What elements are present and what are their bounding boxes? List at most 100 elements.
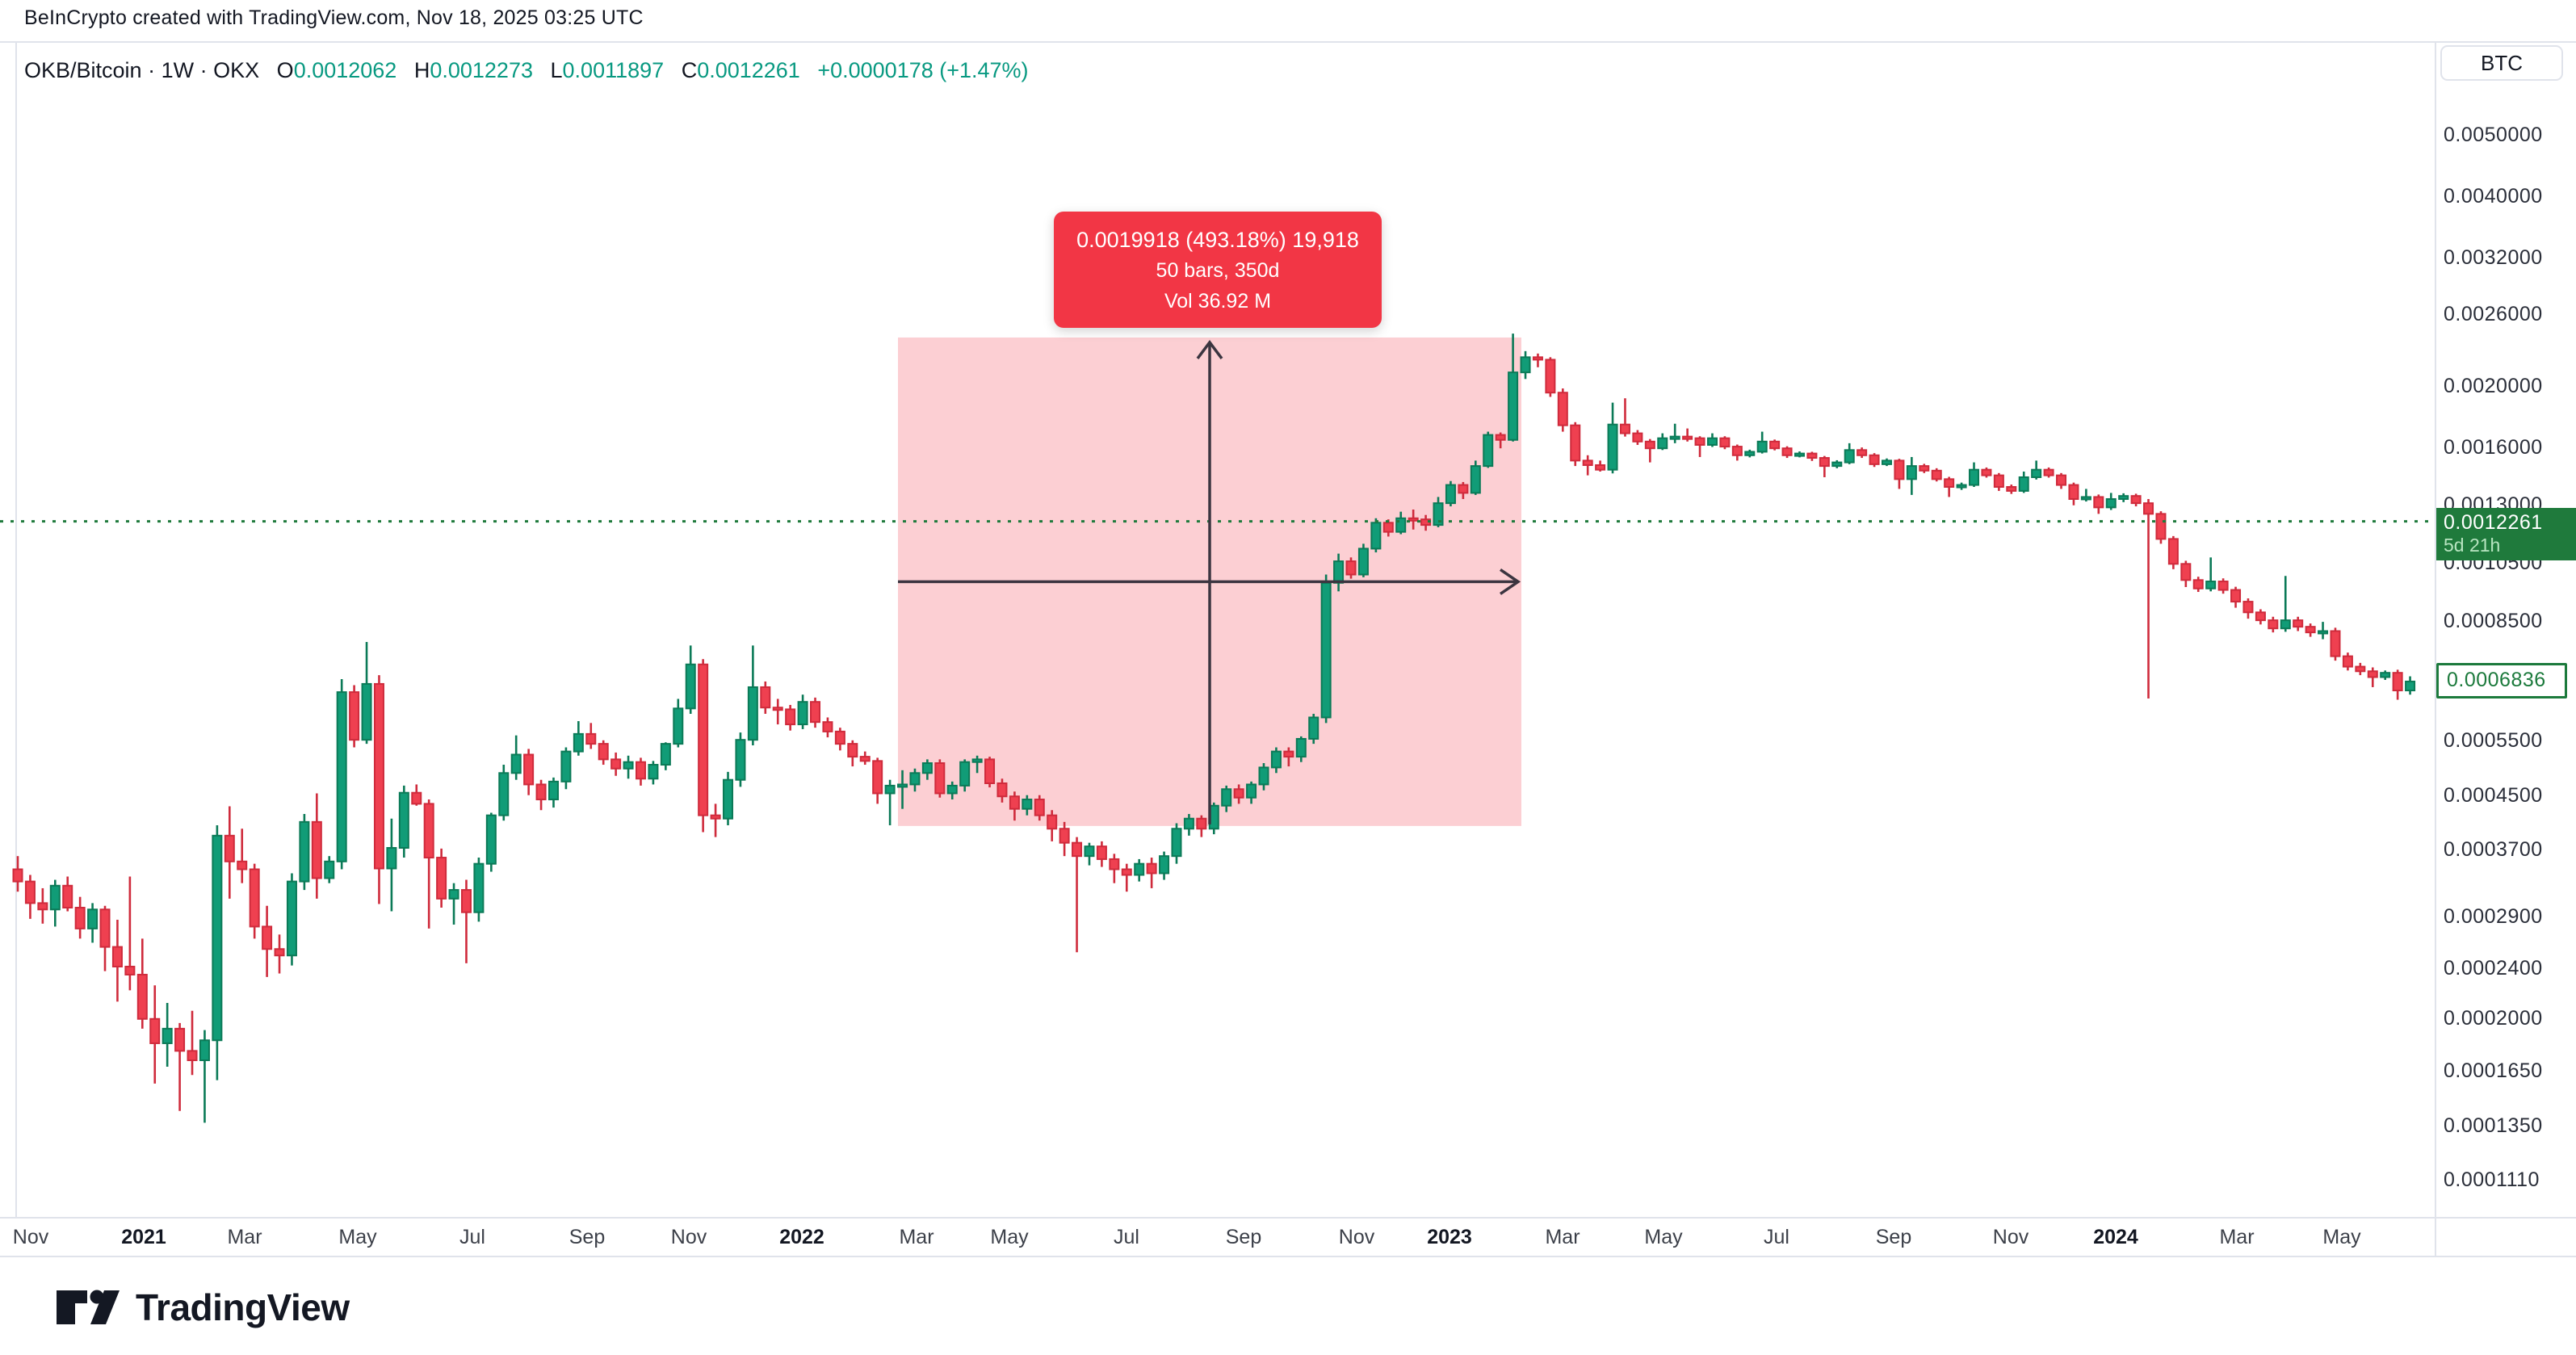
candle-week-63[interactable] <box>797 694 808 729</box>
candle-week-109[interactable] <box>1370 518 1382 553</box>
candle-week-20[interactable] <box>262 905 273 977</box>
candle-week-8[interactable] <box>111 920 123 1002</box>
candle-week-100[interactable] <box>1258 763 1269 791</box>
candle-week-143[interactable] <box>1794 451 1805 458</box>
candle-week-166[interactable] <box>2080 489 2091 502</box>
candle-week-65[interactable] <box>822 717 833 738</box>
candle-week-76[interactable] <box>959 759 971 792</box>
candle-week-32[interactable] <box>411 784 422 806</box>
candle-week-124[interactable] <box>1557 388 1568 432</box>
candle-week-46[interactable] <box>585 723 597 749</box>
candle-week-1[interactable] <box>24 875 36 919</box>
candle-week-78[interactable] <box>984 757 996 788</box>
candle-week-52[interactable] <box>660 742 671 770</box>
candle-week-62[interactable] <box>785 704 796 731</box>
candle-week-34[interactable] <box>436 848 447 908</box>
candle-week-120[interactable] <box>1508 334 1519 442</box>
candle-week-0[interactable] <box>12 856 23 892</box>
candle-week-48[interactable] <box>610 752 622 776</box>
candle-week-44[interactable] <box>560 747 572 790</box>
candle-week-51[interactable] <box>648 761 659 785</box>
candle-week-149[interactable] <box>1869 453 1880 468</box>
candle-week-122[interactable] <box>1532 353 1543 367</box>
candle-week-129[interactable] <box>1619 398 1630 437</box>
candle-week-147[interactable] <box>1844 443 1855 464</box>
candle-week-7[interactable] <box>99 905 111 971</box>
candle-week-25[interactable] <box>324 856 335 883</box>
candle-week-111[interactable] <box>1395 511 1407 535</box>
candle-week-175[interactable] <box>2192 577 2204 593</box>
candle-week-126[interactable] <box>1582 455 1593 476</box>
candle-week-77[interactable] <box>971 755 983 774</box>
candle-week-14[interactable] <box>187 1010 198 1076</box>
candle-week-181[interactable] <box>2268 616 2279 633</box>
candle-week-144[interactable] <box>1806 451 1818 461</box>
candle-week-87[interactable] <box>1096 841 1107 867</box>
candle-week-79[interactable] <box>996 778 1008 803</box>
candle-week-81[interactable] <box>1022 795 1033 816</box>
candle-week-16[interactable] <box>212 825 223 1080</box>
candle-week-190[interactable] <box>2380 670 2391 680</box>
candle-week-130[interactable] <box>1632 430 1643 445</box>
candle-week-103[interactable] <box>1295 736 1307 762</box>
candle-week-154[interactable] <box>1931 468 1942 482</box>
candle-week-53[interactable] <box>673 698 684 748</box>
candle-week-184[interactable] <box>2305 623 2316 637</box>
candle-week-43[interactable] <box>548 777 559 808</box>
candle-week-136[interactable] <box>1706 433 1718 447</box>
candle-week-178[interactable] <box>2230 586 2242 608</box>
candle-week-139[interactable] <box>1744 449 1756 458</box>
candle-week-45[interactable] <box>573 721 584 756</box>
symbol-name[interactable]: OKB/Bitcoin <box>24 58 142 82</box>
candle-week-54[interactable] <box>685 645 696 714</box>
candle-week-138[interactable] <box>1731 444 1743 461</box>
candle-week-92[interactable] <box>1159 851 1170 880</box>
candle-week-90[interactable] <box>1134 858 1145 882</box>
candle-week-70[interactable] <box>884 779 896 826</box>
candle-week-112[interactable] <box>1408 510 1419 530</box>
candle-week-160[interactable] <box>2006 485 2017 494</box>
candle-week-186[interactable] <box>2330 627 2341 661</box>
candle-week-176[interactable] <box>2205 557 2217 592</box>
candle-week-151[interactable] <box>1894 459 1905 489</box>
candle-week-116[interactable] <box>1458 481 1469 499</box>
candle-week-57[interactable] <box>723 771 734 826</box>
candle-week-31[interactable] <box>398 785 409 858</box>
candle-week-11[interactable] <box>149 985 161 1084</box>
candle-week-35[interactable] <box>448 883 459 925</box>
candle-week-191[interactable] <box>2392 669 2403 700</box>
candle-week-19[interactable] <box>249 863 260 939</box>
candle-week-185[interactable] <box>2318 622 2329 640</box>
candle-week-164[interactable] <box>2056 472 2067 489</box>
candle-week-23[interactable] <box>299 814 310 891</box>
candle-week-50[interactable] <box>636 757 646 786</box>
candle-week-107[interactable] <box>1345 557 1357 579</box>
candle-week-180[interactable] <box>2255 609 2266 625</box>
candle-week-159[interactable] <box>1993 472 2004 491</box>
candle-week-69[interactable] <box>872 757 883 804</box>
candle-week-24[interactable] <box>311 793 322 899</box>
candle-week-74[interactable] <box>934 759 946 798</box>
candle-week-28[interactable] <box>361 641 372 745</box>
candle-week-131[interactable] <box>1644 438 1655 463</box>
candle-week-155[interactable] <box>1944 476 1955 497</box>
candle-week-163[interactable] <box>2043 467 2054 478</box>
candle-week-13[interactable] <box>174 1022 186 1111</box>
candle-week-21[interactable] <box>274 934 285 974</box>
candle-week-68[interactable] <box>859 751 871 766</box>
candle-week-108[interactable] <box>1357 543 1369 577</box>
candle-week-158[interactable] <box>1981 467 1992 478</box>
candle-week-118[interactable] <box>1483 431 1494 468</box>
candle-week-127[interactable] <box>1595 460 1606 472</box>
candle-week-40[interactable] <box>510 735 522 780</box>
candle-week-67[interactable] <box>847 740 858 767</box>
candle-week-165[interactable] <box>2068 482 2079 506</box>
candle-week-38[interactable] <box>485 812 497 872</box>
candle-week-148[interactable] <box>1856 447 1868 459</box>
candle-week-42[interactable] <box>535 779 547 811</box>
candle-week-58[interactable] <box>735 732 746 787</box>
price-scale-currency-button[interactable]: BTC <box>2440 45 2563 81</box>
candle-week-3[interactable] <box>49 879 61 927</box>
candle-week-49[interactable] <box>623 755 634 779</box>
